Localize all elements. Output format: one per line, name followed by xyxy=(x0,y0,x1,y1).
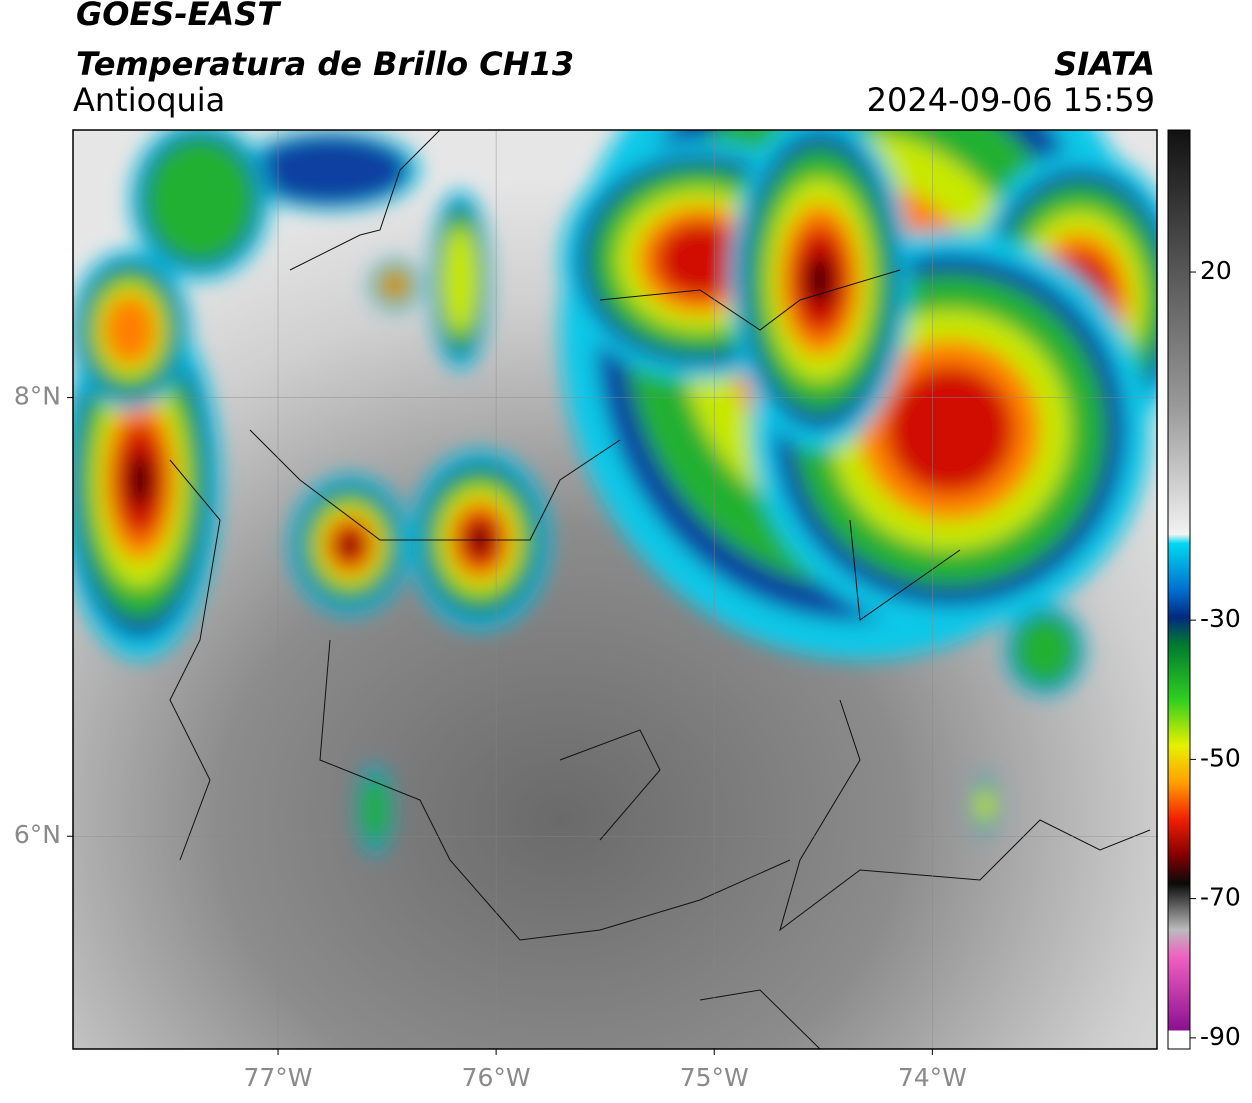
cloud-cell xyxy=(655,221,745,299)
x-tick-label: 74°W xyxy=(898,1063,967,1092)
title-satellite: GOES-EAST xyxy=(76,0,281,33)
cloud-cell xyxy=(806,254,834,306)
graticule: 77°W 76°W 75°W 74°W 6°N 8°N xyxy=(14,130,1157,1092)
y-tick-label: 8°N xyxy=(14,382,61,411)
cloud-cell xyxy=(976,788,994,822)
cloud-cell xyxy=(128,453,152,507)
datetime-label: 2024-09-06 15:59 xyxy=(867,81,1155,119)
borders xyxy=(169,130,1151,1049)
cloud-cell xyxy=(886,366,1014,494)
colorbar-tick-label: -90 xyxy=(1200,1022,1241,1051)
colorbar-tick-label: -30 xyxy=(1200,604,1241,633)
cloud-cell xyxy=(387,277,403,293)
cloud-cell xyxy=(1013,614,1077,686)
map-image xyxy=(73,130,1157,1049)
x-tick-label: 75°W xyxy=(680,1063,749,1092)
colorbar-tick-label: -50 xyxy=(1200,743,1241,772)
cloud-cell xyxy=(145,137,255,263)
cloud-field xyxy=(73,130,1157,855)
title-product: Temperatura de Brillo CH13 xyxy=(76,45,574,83)
cloud-cell xyxy=(360,774,390,846)
colorbar xyxy=(1167,129,1191,1050)
source-label: SIATA xyxy=(1054,45,1155,83)
colorbar-tick-label: 20 xyxy=(1200,256,1232,285)
x-tick-label: 77°W xyxy=(244,1063,313,1092)
cloud-cell xyxy=(341,534,359,556)
colorbar-tick-label: -70 xyxy=(1200,883,1241,912)
cloud-cell xyxy=(103,294,157,366)
cloud-cell xyxy=(250,134,410,206)
map-frame xyxy=(72,129,1158,1050)
cloud-cell xyxy=(442,226,478,334)
x-tick-label: 76°W xyxy=(462,1063,531,1092)
y-tick-label: 6°N xyxy=(14,820,61,849)
region-label: Antioquia xyxy=(73,81,225,119)
